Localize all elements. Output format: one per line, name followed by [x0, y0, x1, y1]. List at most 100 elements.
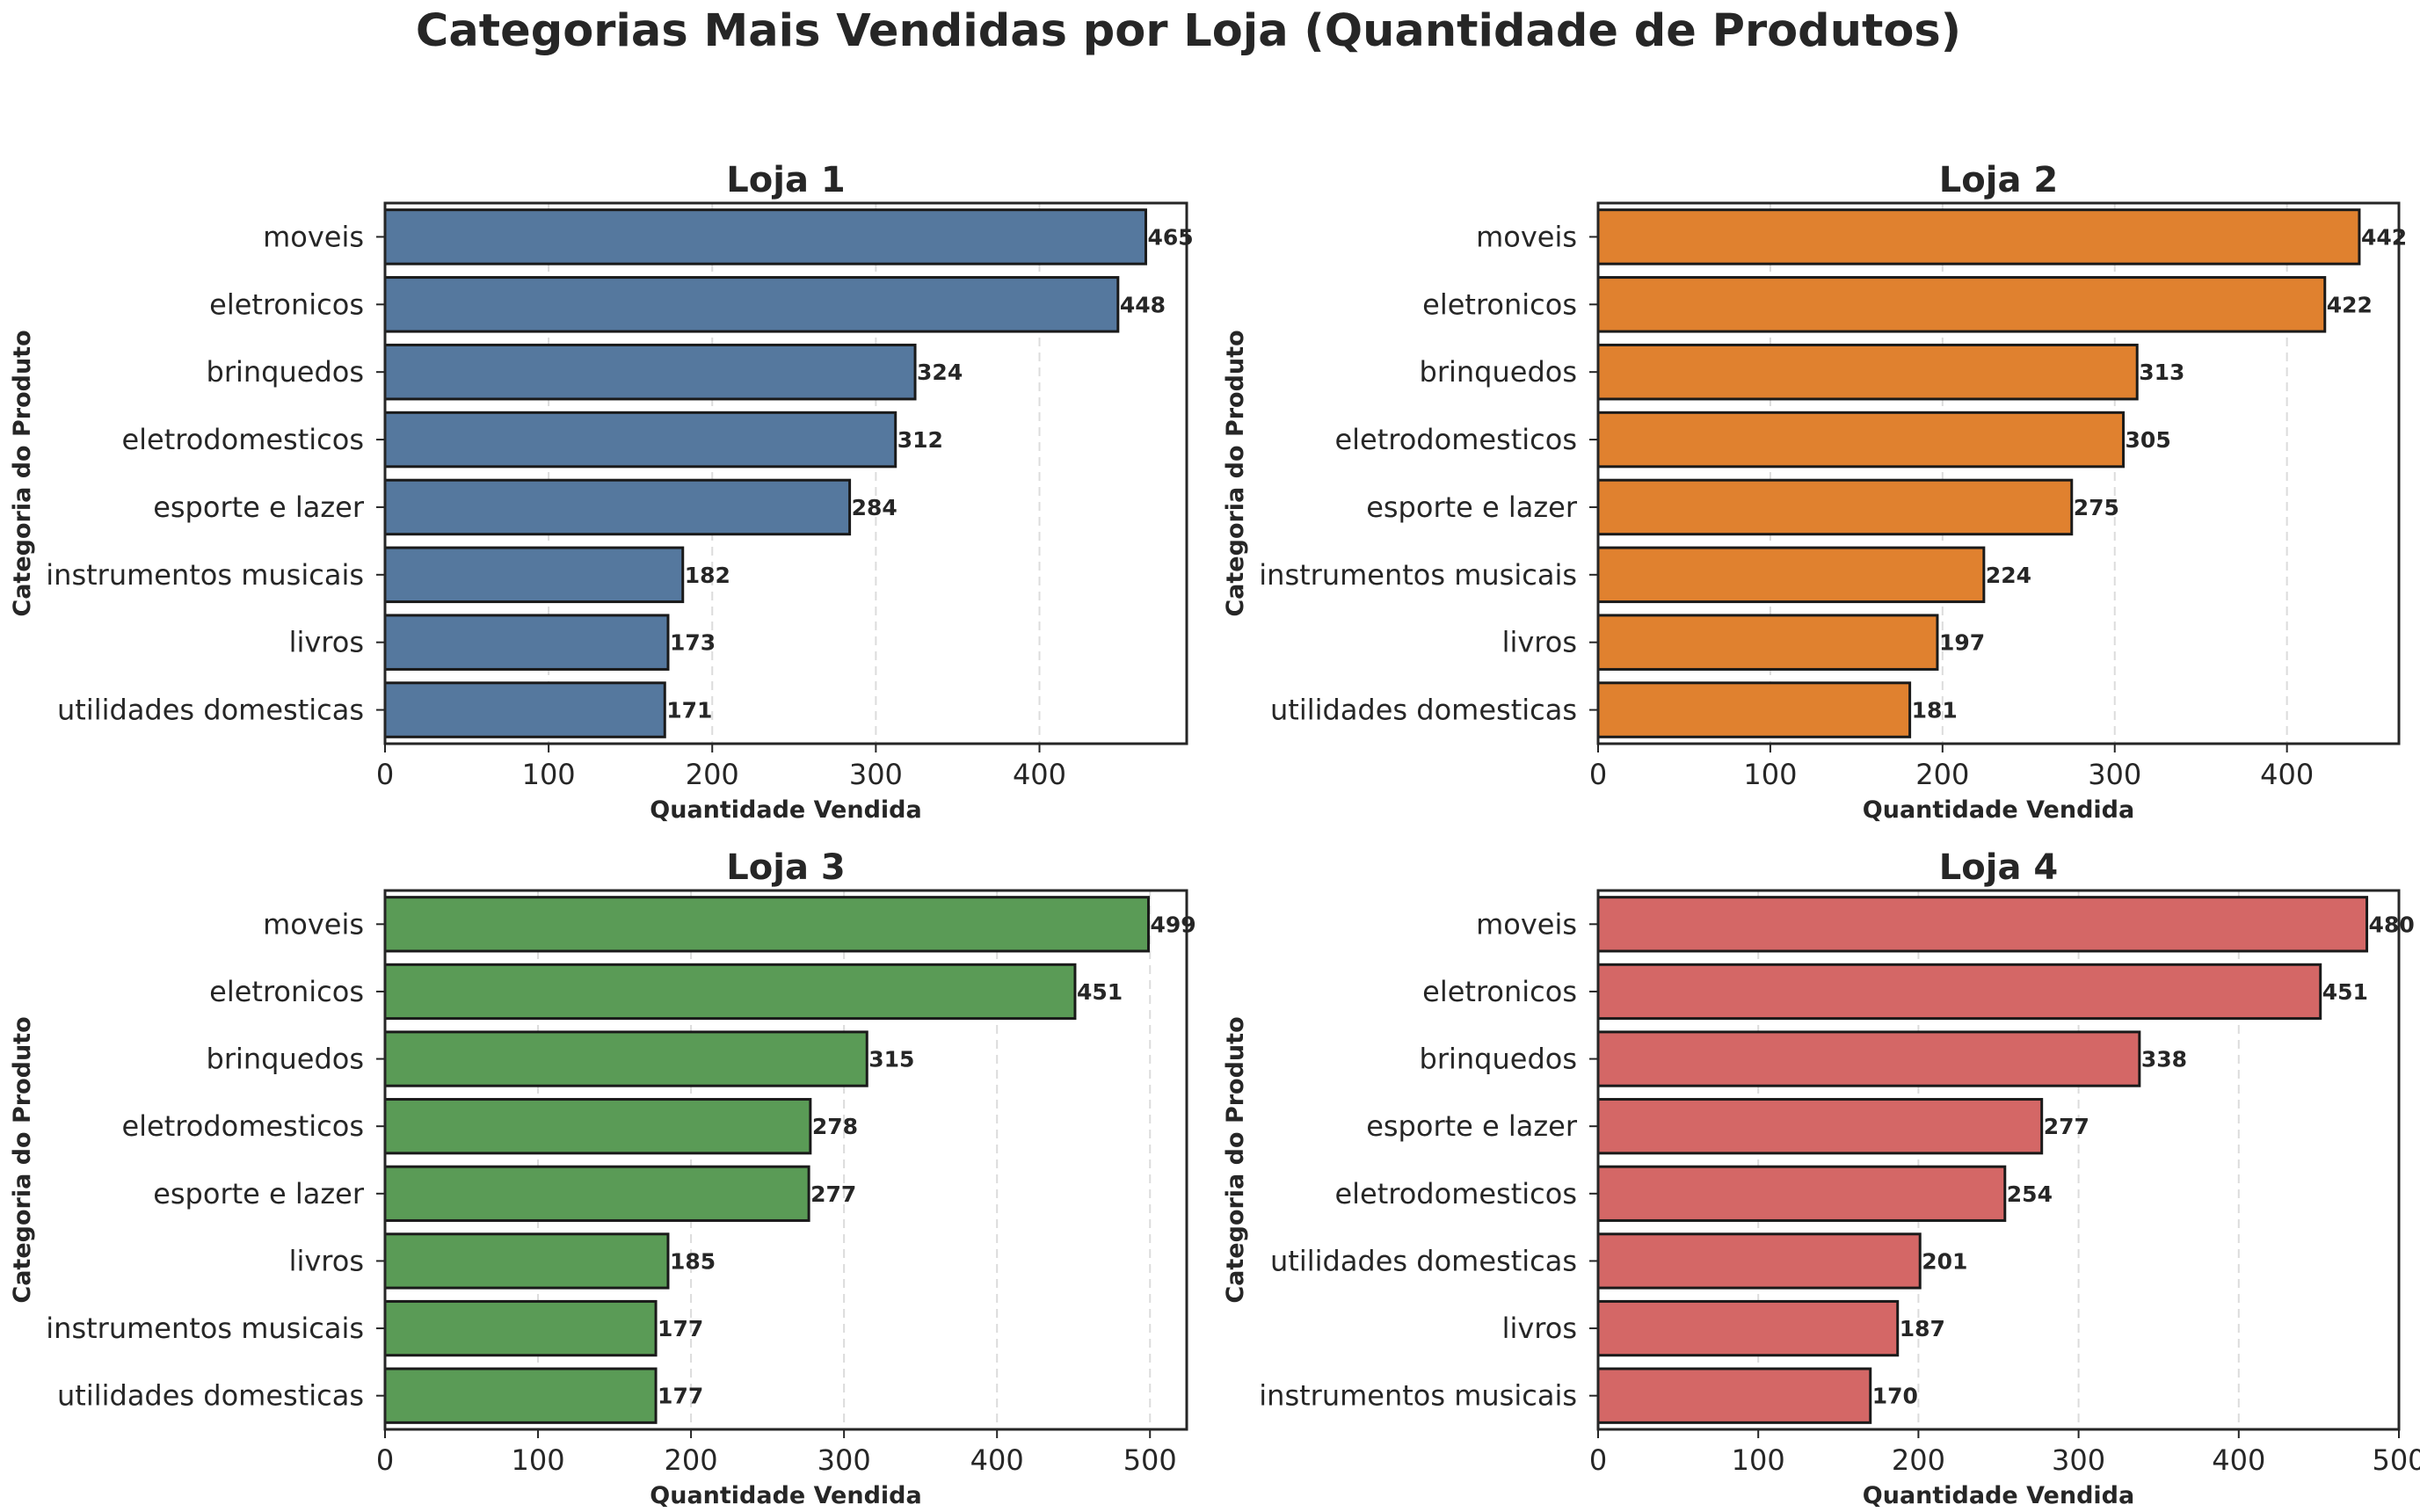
data-label: 277	[2044, 1114, 2089, 1139]
category-label: eletronicos	[1422, 975, 1577, 1008]
bar	[383, 343, 917, 401]
figure-title: Categorias Mais Vendidas por Loja (Quant…	[416, 5, 1961, 57]
data-label: 185	[670, 1248, 716, 1274]
x-tick-label: 0	[1589, 758, 1607, 791]
category-label: brinquedos	[1420, 1043, 1577, 1076]
x-tick-label: 300	[818, 1443, 871, 1477]
y-axis-label: Categoria do Produto	[1222, 330, 1249, 616]
bar	[383, 1232, 670, 1290]
data-label: 305	[2126, 427, 2171, 453]
x-tick-label: 100	[1732, 1443, 1785, 1477]
x-axis-label: Quantidade Vendida	[650, 1482, 921, 1509]
x-tick-label: 300	[849, 758, 903, 791]
x-tick-label: 0	[376, 1443, 394, 1477]
bar	[1596, 411, 2126, 469]
bar	[1596, 343, 2139, 401]
data-label: 277	[810, 1181, 856, 1207]
category-label: eletrodomesticos	[1334, 1177, 1577, 1210]
data-label: 173	[670, 630, 716, 656]
x-tick-label: 300	[2052, 1443, 2105, 1477]
x-tick-label: 300	[2088, 758, 2141, 791]
x-tick-label: 200	[1892, 1443, 1945, 1477]
x-tick-label: 400	[970, 1443, 1024, 1477]
bar	[1596, 546, 1986, 604]
data-label: 284	[852, 495, 898, 520]
chart-panel-4: 480 moveis 451 eletronicos 338 brinquedos 277 e…	[1222, 847, 2420, 1509]
data-label: 177	[658, 1384, 703, 1409]
category-label: eletrodomesticos	[1334, 423, 1577, 456]
bar	[1596, 1165, 2007, 1222]
data-label: 315	[868, 1047, 914, 1072]
data-label: 182	[685, 563, 730, 588]
bar	[1596, 1232, 1922, 1290]
data-label: 177	[658, 1316, 703, 1341]
data-label: 312	[898, 427, 943, 453]
data-label: 499	[1150, 912, 1195, 937]
bar	[383, 1367, 658, 1424]
panel-title: Loja 1	[726, 160, 845, 200]
panel-title: Loja 4	[1939, 847, 2058, 888]
bar	[383, 411, 898, 469]
chart-panel-1: 465moveis448eletronicos324brinquedos312e…	[9, 160, 1194, 824]
category-label: eletrodomesticos	[121, 1109, 364, 1143]
category-label: brinquedos	[207, 355, 364, 389]
bar	[383, 546, 685, 604]
x-axis-label: Quantidade Vendida	[1863, 1482, 2134, 1509]
bar	[1596, 1367, 1872, 1424]
bar	[1596, 1299, 1900, 1357]
y-axis-label: Categoria do Produto	[1222, 1016, 1249, 1303]
data-label: 278	[812, 1114, 858, 1139]
data-label: 201	[1922, 1248, 1967, 1274]
data-label: 480	[2369, 912, 2415, 937]
x-axis-label: Quantidade Vendida	[1863, 796, 2134, 824]
category-label: eletrodomesticos	[121, 423, 364, 456]
bar	[383, 1030, 868, 1087]
data-label: 187	[1900, 1316, 1945, 1341]
plot-frame	[1596, 889, 2401, 1431]
chart-panels: 465moveis448eletronicos324brinquedos312e…	[9, 160, 2420, 1509]
x-tick-label: 400	[2212, 1443, 2265, 1477]
category-label: eletronicos	[1422, 287, 1577, 321]
x-tick-label: 0	[1589, 1443, 1607, 1477]
bar	[1596, 681, 1912, 738]
category-label: instrumentos musicais	[1259, 558, 1577, 592]
bar	[383, 1299, 658, 1357]
chart-panel-2: 442moveis422eletronicos313brinquedos305e…	[1222, 160, 2407, 824]
bar	[383, 1165, 810, 1222]
x-tick-label: 500	[2372, 1443, 2420, 1477]
x-tick-label: 400	[2260, 758, 2314, 791]
category-label: instrumentos musicais	[46, 558, 364, 592]
data-label: 313	[2139, 360, 2184, 385]
bar	[383, 208, 1147, 265]
bar	[1596, 478, 2074, 536]
category-label: eletronicos	[209, 975, 364, 1008]
data-label: 181	[1912, 698, 1958, 723]
category-label: utilidades domesticas	[57, 1379, 364, 1413]
bar	[1596, 614, 1939, 671]
bar	[383, 1098, 812, 1155]
category-label: moveis	[263, 907, 364, 941]
data-label: 197	[1939, 630, 1985, 656]
category-label: livros	[1502, 626, 1577, 659]
category-label: livros	[289, 1244, 364, 1277]
x-tick-label: 200	[665, 1443, 718, 1477]
bar	[383, 963, 1077, 1021]
bar	[383, 478, 852, 536]
data-label: 224	[1986, 563, 2031, 588]
bar	[383, 614, 670, 671]
x-tick-label: 400	[1013, 758, 1066, 791]
category-label: esporte e lazer	[153, 1177, 365, 1210]
category-label: instrumentos musicais	[46, 1312, 364, 1345]
panel-title: Loja 2	[1939, 160, 2058, 200]
bar	[1596, 208, 2361, 265]
bar	[383, 896, 1150, 953]
x-tick-label: 500	[1123, 1443, 1177, 1477]
bar	[1596, 896, 2369, 953]
category-label: livros	[1502, 1312, 1577, 1345]
panel-title: Loja 3	[726, 847, 845, 888]
bar	[1596, 963, 2322, 1021]
category-label: utilidades domesticas	[1270, 1244, 1577, 1277]
category-label: esporte e lazer	[153, 491, 365, 524]
category-label: esporte e lazer	[1366, 1109, 1578, 1143]
